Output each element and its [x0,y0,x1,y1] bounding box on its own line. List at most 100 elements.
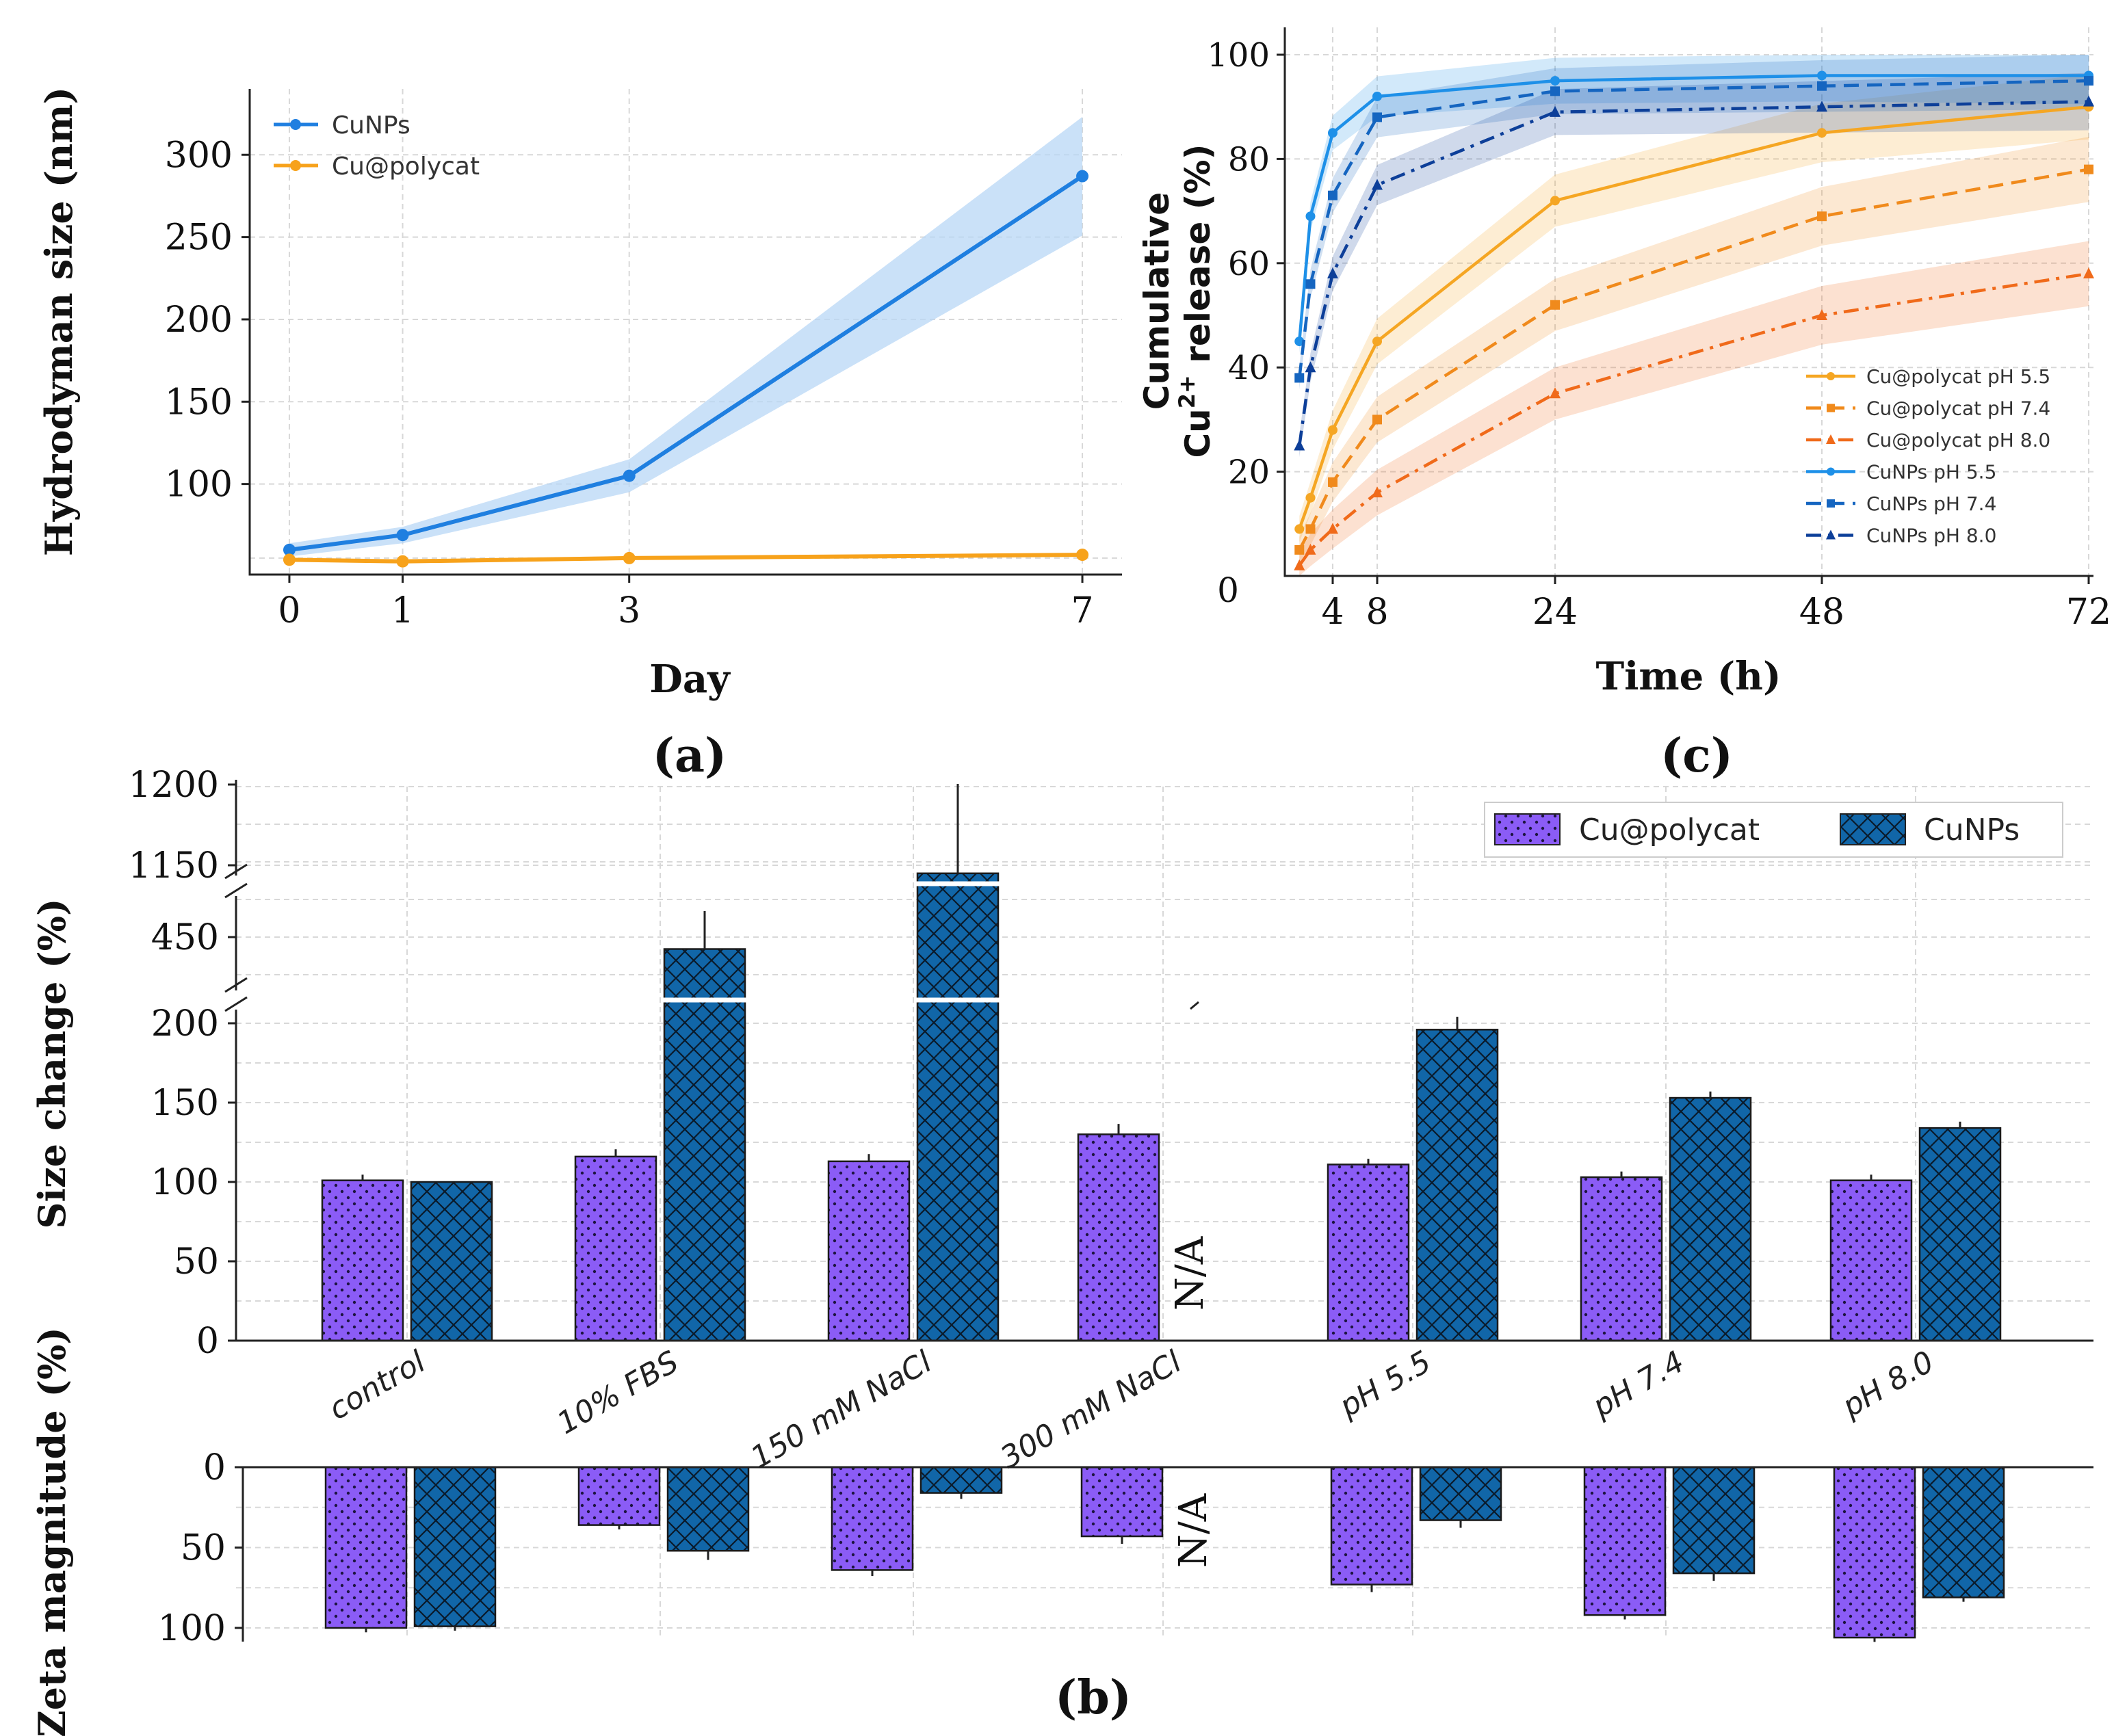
panel-c-chart: 20 40 60 80 100 4 8 24 48 72 0 Cumulative Cu2+ re… [1137,27,2111,783]
category-label: 300 mM NaCl [995,1344,1188,1475]
panel-c-point [1328,477,1337,487]
panel-a-ylabel: Hydrodyman size (nm) [37,87,81,556]
panel-c-point [1328,425,1337,435]
panel-c-point [1328,128,1337,138]
panel-a-point [396,555,409,568]
panel-c-point [1305,543,1316,555]
panel-b-ytick-label: 1200 [129,765,219,806]
panel-c-legend: Cu@polycat pH 5.5 Cu@polycat pH 7.4 Cu@pol… [1806,365,2050,547]
panel-c-ylabel-line2: Cu2+ release (%) [1174,144,1218,458]
panel-a-line-Cu@polycat [289,553,1083,564]
panel-c-point [1372,91,1382,101]
panel-b-ytick-label: 100 [151,1162,219,1203]
panel-a-point [623,469,636,482]
panel-a-legend: CuNPs Cu@polycat [274,111,480,181]
bar-zeta-cunps [1672,1466,1756,1575]
panel-c-point [1817,128,1827,138]
panel-b-ytick-label: 1150 [129,845,219,886]
category-label: 150 mM NaCl [745,1344,938,1475]
panel-c-point [1550,76,1560,86]
panel-b-ytick-label: 200 [151,1003,219,1044]
bar-size-cunps [1415,1029,1499,1342]
bar-size-cunps [1669,1096,1752,1342]
panel-c-point [1372,179,1383,190]
panel-c-point [1816,309,1827,320]
bar-zeta-cupolycat [577,1466,661,1526]
panel-a-line-CuNPs [289,174,1084,552]
legend-cunps-label: CuNPs [332,111,410,140]
panel-c-point [1294,337,1305,347]
legend-cupolycat-swatch [1494,813,1561,845]
panel-c-band [1299,137,2089,563]
panel-c-ytick-label: 100 [1207,36,1270,75]
panel-a-xtick-label: 3 [618,590,640,631]
panel-c-legend-label: Cu@polycat pH 7.4 [1866,397,2050,420]
panel-a-ytick-label: 100 [165,464,233,505]
panel-c-point [1294,439,1305,451]
panel-c-legend-label: CuNPs pH 5.5 [1866,461,1996,484]
panel-a-chart: 100 150 200 250 300 0 1 3 7 Hydrodyman size (nm)… [37,87,1122,783]
panel-c-band [1299,55,2089,390]
panel-c-point [1328,190,1337,200]
panel-a-xtick-label: 7 [1071,590,1093,631]
panel-c-point [1372,112,1382,122]
panel-a-point [396,529,409,542]
bar-size-cupolycat [1077,1133,1160,1342]
panel-a-ytick-label: 250 [165,218,233,259]
panel-b-ylabel-zeta: Zeta magnitude (%) [30,1327,74,1736]
panel-a-point [283,553,296,566]
bar-zeta-cupolycat [324,1466,408,1629]
bar-zeta-cunps [919,1466,1003,1494]
panel-c-xtick-label: 72 [2066,592,2111,633]
panel-c-point [1550,105,1561,117]
bar-size-cunps [410,1181,493,1342]
panel-c-ytick-label: 20 [1228,453,1270,492]
panel-c-point [2084,164,2093,174]
panel-c-point [1550,86,1560,96]
panel-a-xtick-label: 0 [278,590,300,631]
panel-b-axes [224,780,2093,1642]
panel-b-legend: Cu@polycat CuNPs [1484,802,2063,858]
category-label: 10% FBS [551,1344,685,1441]
panel-c-point [1327,267,1338,279]
panel-a-point [1076,549,1089,562]
panel-b-ytick-label: 0 [196,1321,219,1362]
bar-zeta-cunps [1419,1466,1502,1521]
panel-c-legend-label: Cu@polycat pH 5.5 [1866,365,2050,388]
panel-c-point [1826,529,1836,540]
panel-label-b: (b) [1055,1670,1132,1725]
panel-b-zeta-axes [242,1466,2093,1642]
panel-a-point [283,543,296,556]
legend-cupolycat-label: Cu@polycat [332,153,480,181]
panel-a-xlabel: Day [649,657,731,702]
panel-c-point [1305,361,1316,373]
bar-size-cupolycat [574,1155,657,1342]
panel-b-ytick-label: 50 [174,1241,219,1283]
panel-c-point [1294,373,1305,383]
panel-b-chart: N/A N/A 0 50 100 150 200 450 1150 1200 control 10%… [30,765,2093,1736]
stray-mark [1190,1001,1199,1010]
panel-c-point [1372,337,1382,347]
panel-c-point [1372,415,1382,425]
panel-a-point [1076,170,1089,183]
bar-size-cupolycat [1580,1176,1663,1342]
panel-c-point [1294,559,1305,570]
panel-c-point [1817,81,1827,91]
panel-b-ytick-label: 450 [151,917,219,958]
panel-c-point [1817,70,1827,81]
panel-c-xtick-label: 8 [1366,592,1388,633]
panel-c-point [1294,544,1305,555]
bar-zeta-cupolycat [1330,1466,1413,1586]
bar-size-cunps [916,872,1000,1342]
panel-c-legend-label: Cu@polycat pH 8.0 [1866,429,2050,451]
panel-a-ytick-label: 200 [165,300,233,341]
bar-zeta-cunps [1922,1466,2005,1599]
panel-b-ytick-label: 150 [151,1083,219,1124]
legend-frame [1484,802,2063,858]
panel-c-point [1327,523,1338,534]
panel-a-ytick-label: 300 [165,135,233,176]
bar-zeta-cunps [666,1466,750,1552]
panel-c-band [1299,73,2089,458]
panel-c-point [1827,372,1835,380]
